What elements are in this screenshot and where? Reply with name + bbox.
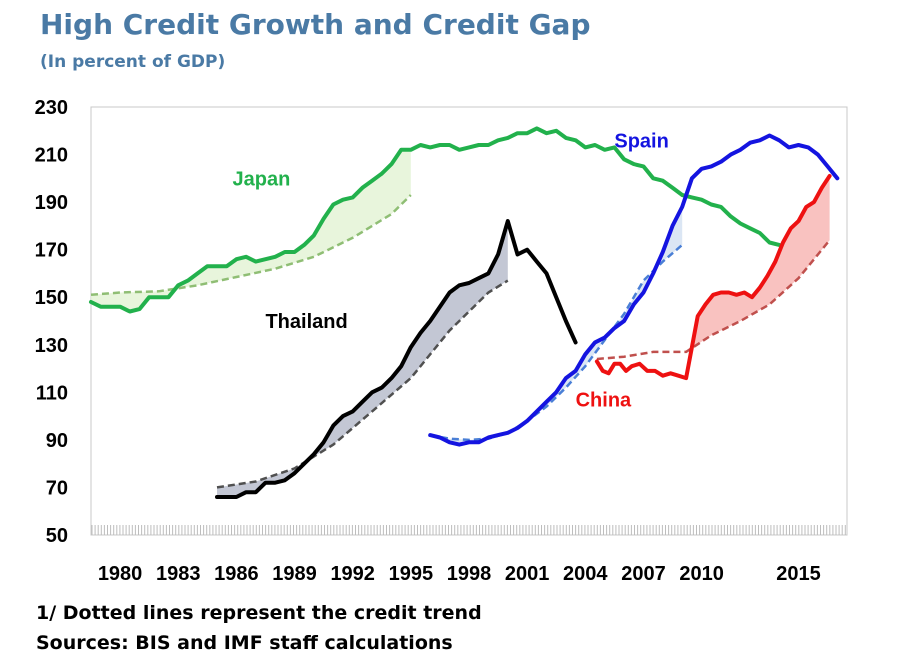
y-tick-label-170: 170 [35,240,68,262]
y-tick-label-90: 90 [46,430,68,452]
spain-label: Spain [614,130,668,152]
trend-lines [90,194,831,489]
y-tick-label-230: 230 [35,97,68,119]
x-tick-label-1986: 1986 [214,563,259,585]
spain-trend-line [429,243,684,442]
y-tick-label-150: 150 [35,287,68,309]
spain-gap-fill [430,206,683,445]
x-tick-label-1998: 1998 [447,563,492,585]
x-tick-label-1983: 1983 [156,563,201,585]
y-tick-label-70: 70 [46,477,68,499]
x-axis-labels: 1980 1983 1986 1989 1992 1995 1998 2001 2004 2007… [98,563,821,585]
footnotes: 1/ Dotted lines represent the credit tre… [36,598,482,658]
footnote-sources: Sources: BIS and IMF staff calculations [36,632,453,654]
thailand-credit-line [215,219,578,499]
footnote-trend: 1/ Dotted lines represent the credit tre… [36,602,482,624]
x-tick-label-2007: 2007 [621,563,666,585]
china-label: China [576,390,632,412]
japan-label: Japan [233,168,291,190]
chart-subtitle: (In percent of GDP) [40,52,226,72]
y-tick-label-190: 190 [35,192,68,214]
thailand-trend-line [216,279,509,489]
series-labels: Japan Thailand Spain China [233,130,669,411]
credit-lines [89,126,840,499]
spain-credit-line [428,133,840,447]
japan-gap-fill [91,149,411,312]
x-tick-label-2010: 2010 [679,563,724,585]
x-tick-label-1989: 1989 [272,563,317,585]
y-axis-labels: 50 70 90 110 130 150 170 190 210 230 [35,97,68,547]
y-tick-label-110: 110 [36,382,68,404]
x-tick-label-1980: 1980 [98,563,143,585]
credit-chart: 50 70 90 110 130 150 170 190 210 230 1980 1983 1986… [35,97,848,585]
china-credit-line [594,174,832,381]
chart-title: High Credit Growth and Credit Gap [40,8,591,41]
japan-credit-line [89,126,782,314]
x-minor-ticks [91,525,846,535]
gap-fills [91,149,830,497]
plot-area-border [90,106,848,536]
x-tick-label-1992: 1992 [330,563,375,585]
thailand-label: Thailand [265,311,347,333]
y-tick-label-50: 50 [46,525,68,547]
x-tick-label-2001: 2001 [505,563,550,585]
china-trend-line [596,239,831,361]
x-tick-label-1995: 1995 [389,563,434,585]
x-tick-label-2015: 2015 [776,563,821,585]
x-tick-label-2004: 2004 [563,563,608,585]
china-gap-fill [691,176,830,349]
y-tick-label-210: 210 [35,145,68,167]
y-tick-label-130: 130 [35,335,68,357]
japan-trend-line [90,194,412,297]
